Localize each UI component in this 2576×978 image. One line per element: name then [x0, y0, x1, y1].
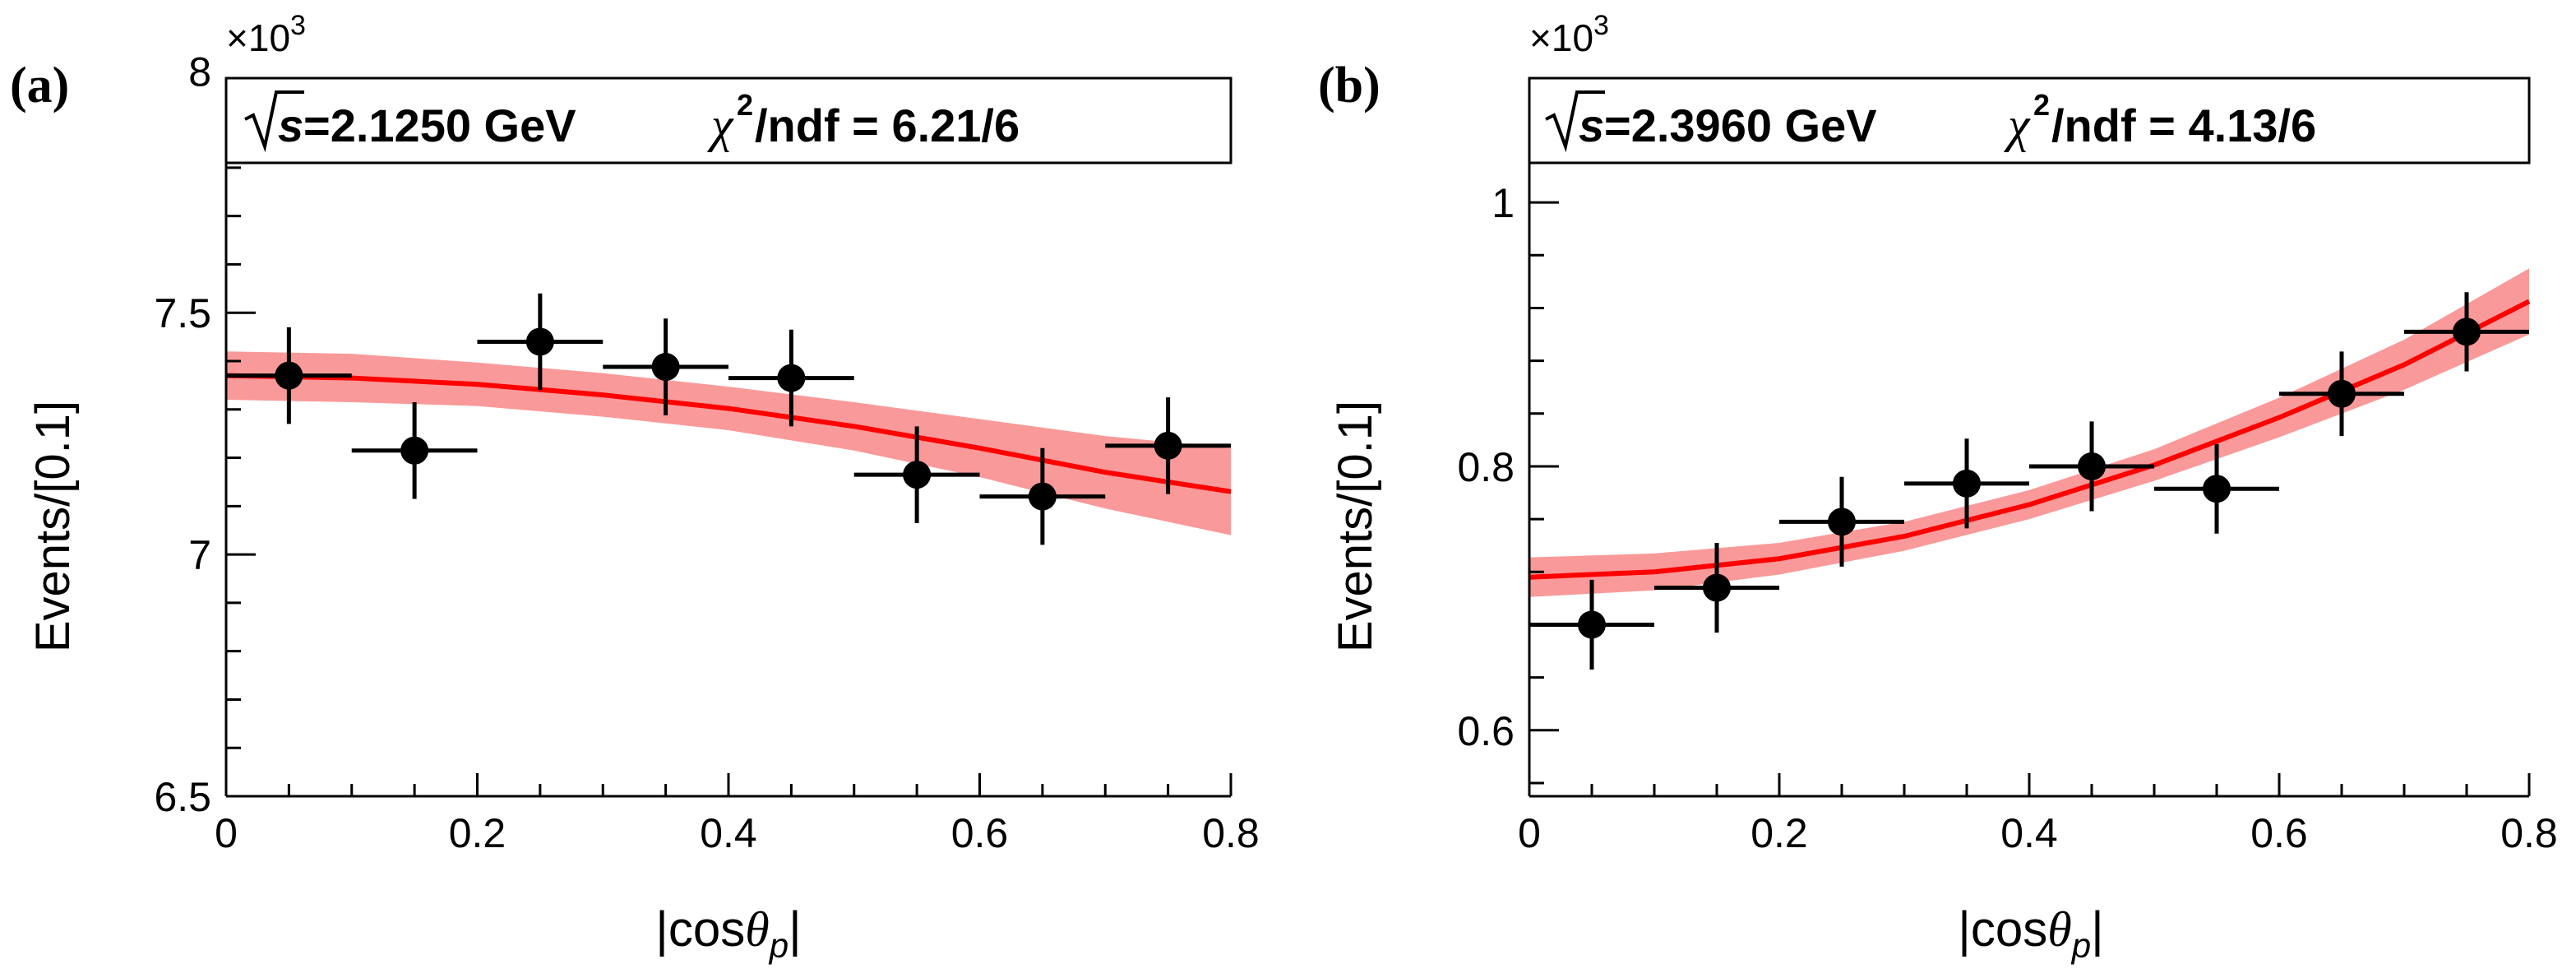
data-point-a: [1154, 431, 1182, 460]
chi2-text-b: /ndf = 4.13/6: [2051, 100, 2316, 151]
x-tick-label-b: 0: [1518, 810, 1541, 856]
x-axis-label-b: |cosθp|: [1958, 902, 2103, 965]
data-point-b: [2078, 452, 2106, 480]
panel-b: (b) s =2.3960 GeV χ 2 /ndf = 4.13/6 ×103…: [1318, 10, 2558, 965]
x-tick-label-a: 0: [215, 810, 238, 856]
data-point-a: [777, 364, 806, 392]
y-multiplier-b: ×103: [1529, 10, 1609, 59]
x-tick-label-a: 0.4: [700, 810, 757, 856]
title-box-a: s =2.1250 GeV χ 2 /ndf = 6.21/6: [224, 76, 1233, 165]
chi2-exp-a: 2: [737, 88, 753, 122]
data-point-b: [1703, 573, 1731, 602]
data-point-b: [2453, 318, 2481, 346]
sqrt-symbol-a: [244, 90, 304, 153]
data-point-b: [2203, 475, 2231, 503]
x-tick-label-a: 0.8: [1202, 810, 1260, 856]
y-tick-label-a: 6.5: [154, 774, 211, 820]
plot-area-b: 0 0.2 0.4 0.6 0.8 0.6 0.8 1: [1457, 163, 2558, 856]
y-tick-label-a: 8: [188, 49, 211, 95]
fit-band-a: [226, 351, 1231, 535]
data-point-b: [1953, 469, 1981, 498]
x-axis-label-a: |cosθp|: [655, 902, 801, 965]
data-point-a: [275, 361, 303, 390]
panel-a: (a) s =2.1250 GeV χ 2 /ndf = 6.21/6 ×103…: [10, 10, 1260, 965]
y-axis-label-b: Events/[0.1]: [1329, 401, 1382, 652]
chi2-symbol-a: χ: [707, 98, 734, 152]
sqrt-s-label-b: s: [1579, 100, 1604, 151]
data-point-a: [525, 327, 554, 356]
title-box-b: s =2.3960 GeV χ 2 /ndf = 4.13/6: [1528, 76, 2531, 165]
sqrt-symbol-b: [1545, 90, 1605, 153]
chi2-text-a: /ndf = 6.21/6: [755, 100, 1020, 151]
y-tick-label-a: 7: [188, 532, 211, 578]
y-axis-label-a: Events/[0.1]: [26, 401, 80, 652]
x-tick-label-a: 0.2: [449, 810, 506, 856]
chi2-exp-b: 2: [2033, 88, 2050, 122]
data-point-b: [1578, 610, 1606, 639]
data-point-a: [651, 353, 680, 382]
x-tick-label-a: 0.6: [951, 810, 1009, 856]
y-tick-label-b: 0.8: [1457, 444, 1515, 490]
panel-label-a: (a): [10, 58, 69, 114]
energy-text-b: =2.3960 GeV: [1604, 100, 1877, 151]
data-point-b: [2328, 379, 2356, 408]
x-tick-label-b: 0.6: [2250, 810, 2308, 856]
data-point-a: [903, 461, 932, 489]
data-point-a: [400, 436, 429, 465]
x-tick-label-b: 0.4: [2000, 810, 2058, 856]
x-tick-label-b: 0.2: [1750, 810, 1808, 856]
y-tick-label-b: 1: [1491, 180, 1515, 226]
y-tick-label-a: 7.5: [154, 290, 211, 336]
sqrt-s-label-a: s: [278, 100, 303, 151]
x-tick-label-b: 0.8: [2500, 810, 2558, 856]
title-box-frame-a: [224, 76, 1233, 165]
y-tick-label-b: 0.6: [1457, 708, 1515, 754]
data-point-b: [1828, 508, 1856, 536]
fit-curve-b: [1528, 299, 2531, 580]
title-box-frame-b: [1528, 76, 2531, 165]
energy-text-a: =2.1250 GeV: [303, 100, 576, 151]
panel-label-b: (b): [1318, 58, 1380, 114]
fit-band-b: [1529, 268, 2529, 597]
y-multiplier-a: ×103: [226, 10, 306, 59]
plot-area-a: 0 0.2 0.4 0.6 0.8 6.5 7 7.5 8: [154, 49, 1259, 856]
data-point-a: [1028, 482, 1057, 511]
chi2-symbol-b: χ: [2004, 98, 2031, 152]
fit-curve-a: [225, 373, 1232, 494]
